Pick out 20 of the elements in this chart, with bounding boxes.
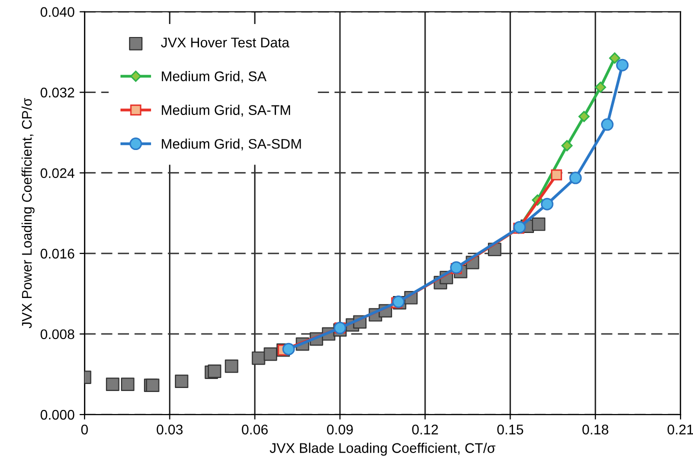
y-tick-label: 0.000 <box>40 410 74 420</box>
y-axis-title: JVX Power Loading Coefficient, CP/σ <box>22 98 35 328</box>
x-tick-label: 0 <box>81 424 88 434</box>
y-tick-label: 0.024 <box>40 168 74 178</box>
legend-label: JVX Hover Test Data <box>160 38 290 48</box>
legend-label: Medium Grid, SA <box>162 71 266 83</box>
y-tick-label: 0.008 <box>40 329 74 340</box>
x-tick-label: 0.12 <box>412 424 438 434</box>
y-tick-label: 0.032 <box>40 88 74 98</box>
x-tick-label: 0.09 <box>326 424 353 434</box>
x-tick-label: 0.03 <box>156 424 183 434</box>
x-axis-title: JVX Blade Loading Coefficient, CT/σ <box>270 442 496 456</box>
y-tick-label: 0.040 <box>40 7 74 17</box>
legend-label: Medium Grid, SA-TM <box>162 104 290 117</box>
x-tick-label: 0.15 <box>497 424 524 434</box>
x-tick-label: 0.06 <box>242 424 268 434</box>
legend-label: Medium Grid, SA-SDM <box>162 138 301 150</box>
y-tick-label: 0.016 <box>40 248 74 259</box>
x-tick-label: 0.18 <box>582 424 608 434</box>
x-tick-label: 0.21 <box>668 424 693 434</box>
